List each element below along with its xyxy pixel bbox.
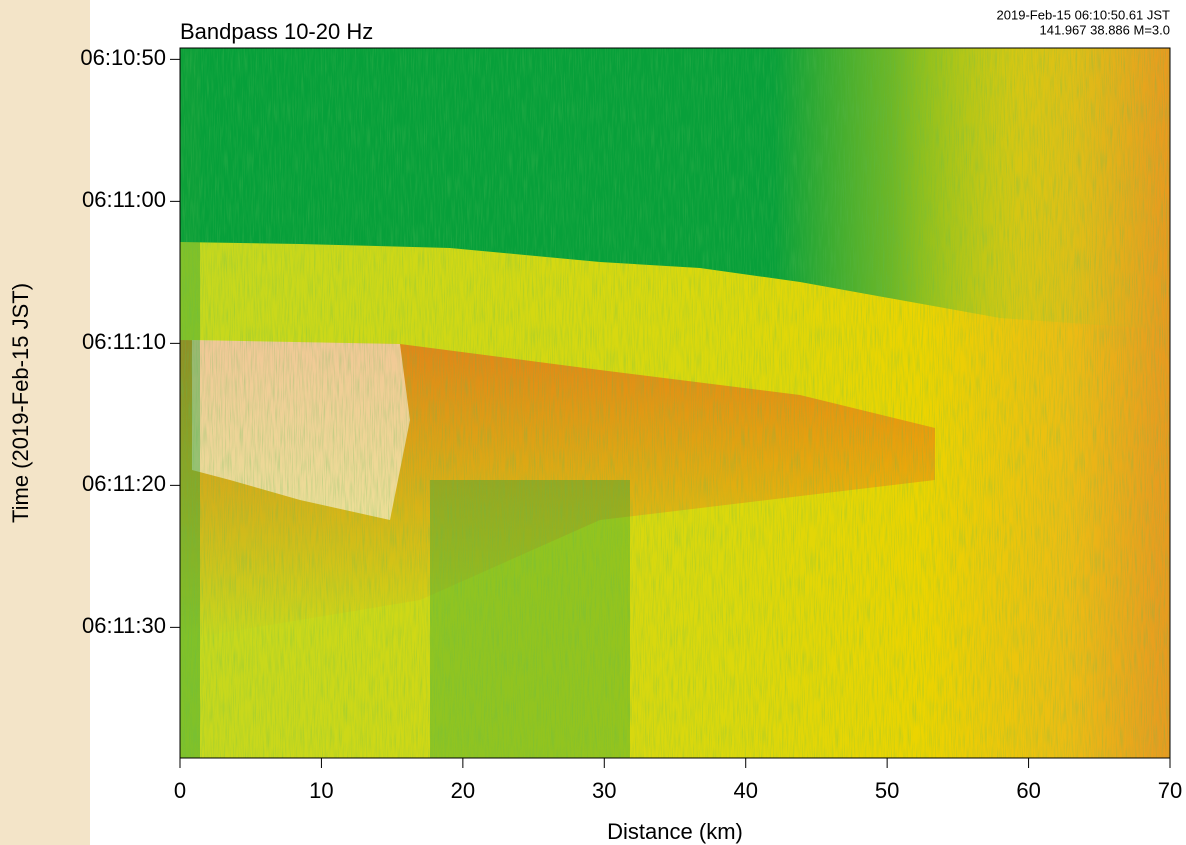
x-tick-label: 60 [1016, 778, 1040, 803]
x-tick-label: 10 [309, 778, 333, 803]
y-tick-label: 06:10:50 [80, 45, 166, 70]
x-axis-label: Distance (km) [607, 819, 743, 844]
x-tick-label: 0 [174, 778, 186, 803]
annotation: 2019-Feb-15 06:10:50.61 JST [997, 7, 1171, 22]
annotation: 141.967 38.886 M=3.0 [1040, 22, 1170, 37]
y-tick-label: 06:11:20 [82, 471, 166, 496]
x-tick-label: 30 [592, 778, 616, 803]
x-tick-label: 40 [733, 778, 757, 803]
x-tick-label: 70 [1158, 778, 1182, 803]
y-tick-label: 06:11:30 [82, 613, 166, 638]
y-axis-label: Time (2019-Feb-15 JST) [8, 283, 33, 523]
x-tick-label: 20 [451, 778, 475, 803]
y-tick-label: 06:11:00 [82, 187, 166, 212]
plot-frame [179, 47, 1171, 759]
side-strip [0, 0, 90, 845]
heatmap-field [180, 48, 1170, 758]
y-tick-label: 06:11:10 [82, 329, 166, 354]
chart-title: Bandpass 10-20 Hz [180, 19, 373, 44]
x-tick-label: 50 [875, 778, 899, 803]
